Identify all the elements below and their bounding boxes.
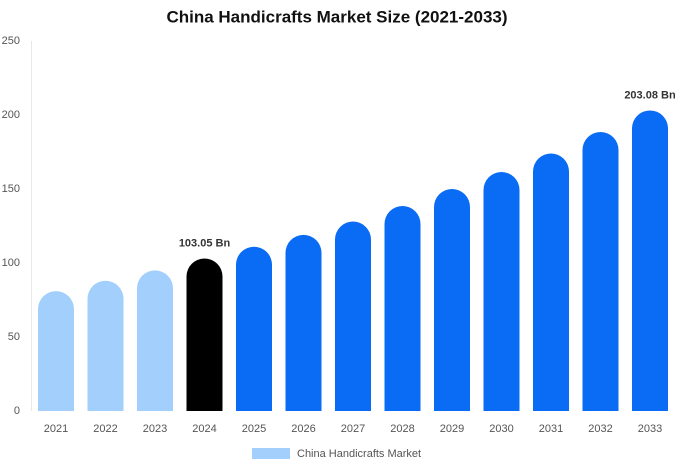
bar bbox=[137, 270, 173, 411]
y-tick-label: 200 bbox=[2, 109, 20, 121]
x-tick-label: 2029 bbox=[440, 423, 464, 435]
x-tick-label: 2032 bbox=[588, 423, 612, 435]
bar bbox=[632, 110, 668, 412]
bar bbox=[285, 234, 322, 411]
x-tick-label: 2028 bbox=[390, 423, 414, 435]
value-label: 203.08 Bn bbox=[624, 89, 675, 101]
y-tick-label: 250 bbox=[2, 35, 20, 47]
y-tick-label: 100 bbox=[2, 257, 20, 269]
x-tick-label: 2027 bbox=[341, 423, 365, 435]
x-tick-label: 2033 bbox=[638, 423, 662, 435]
x-tick-label: 2021 bbox=[44, 423, 68, 435]
bar bbox=[533, 153, 569, 412]
y-tick-label: 50 bbox=[8, 331, 20, 343]
x-tick-label: 2025 bbox=[242, 423, 266, 435]
bar bbox=[384, 206, 421, 411]
x-tick-label: 2022 bbox=[93, 423, 117, 435]
bar bbox=[434, 189, 470, 411]
y-tick-label: 150 bbox=[2, 183, 20, 195]
bar bbox=[236, 246, 272, 411]
legend-label: China Handicrafts Market bbox=[297, 448, 421, 460]
x-tick-label: 2030 bbox=[489, 423, 513, 435]
bar bbox=[38, 291, 74, 411]
bar bbox=[483, 171, 520, 411]
x-tick-label: 2024 bbox=[192, 423, 216, 435]
bar bbox=[87, 280, 124, 411]
x-tick-label: 2026 bbox=[291, 423, 315, 435]
x-tick-label: 2031 bbox=[539, 423, 563, 435]
legend-swatch bbox=[252, 448, 290, 459]
chart-title: China Handicrafts Market Size (2021-2033… bbox=[166, 7, 507, 26]
y-tick-label: 0 bbox=[14, 405, 20, 417]
bar bbox=[582, 132, 619, 411]
bar bbox=[335, 221, 371, 411]
value-label: 103.05 Bn bbox=[179, 237, 231, 249]
x-tick-label: 2023 bbox=[143, 423, 167, 435]
bar bbox=[186, 258, 223, 411]
